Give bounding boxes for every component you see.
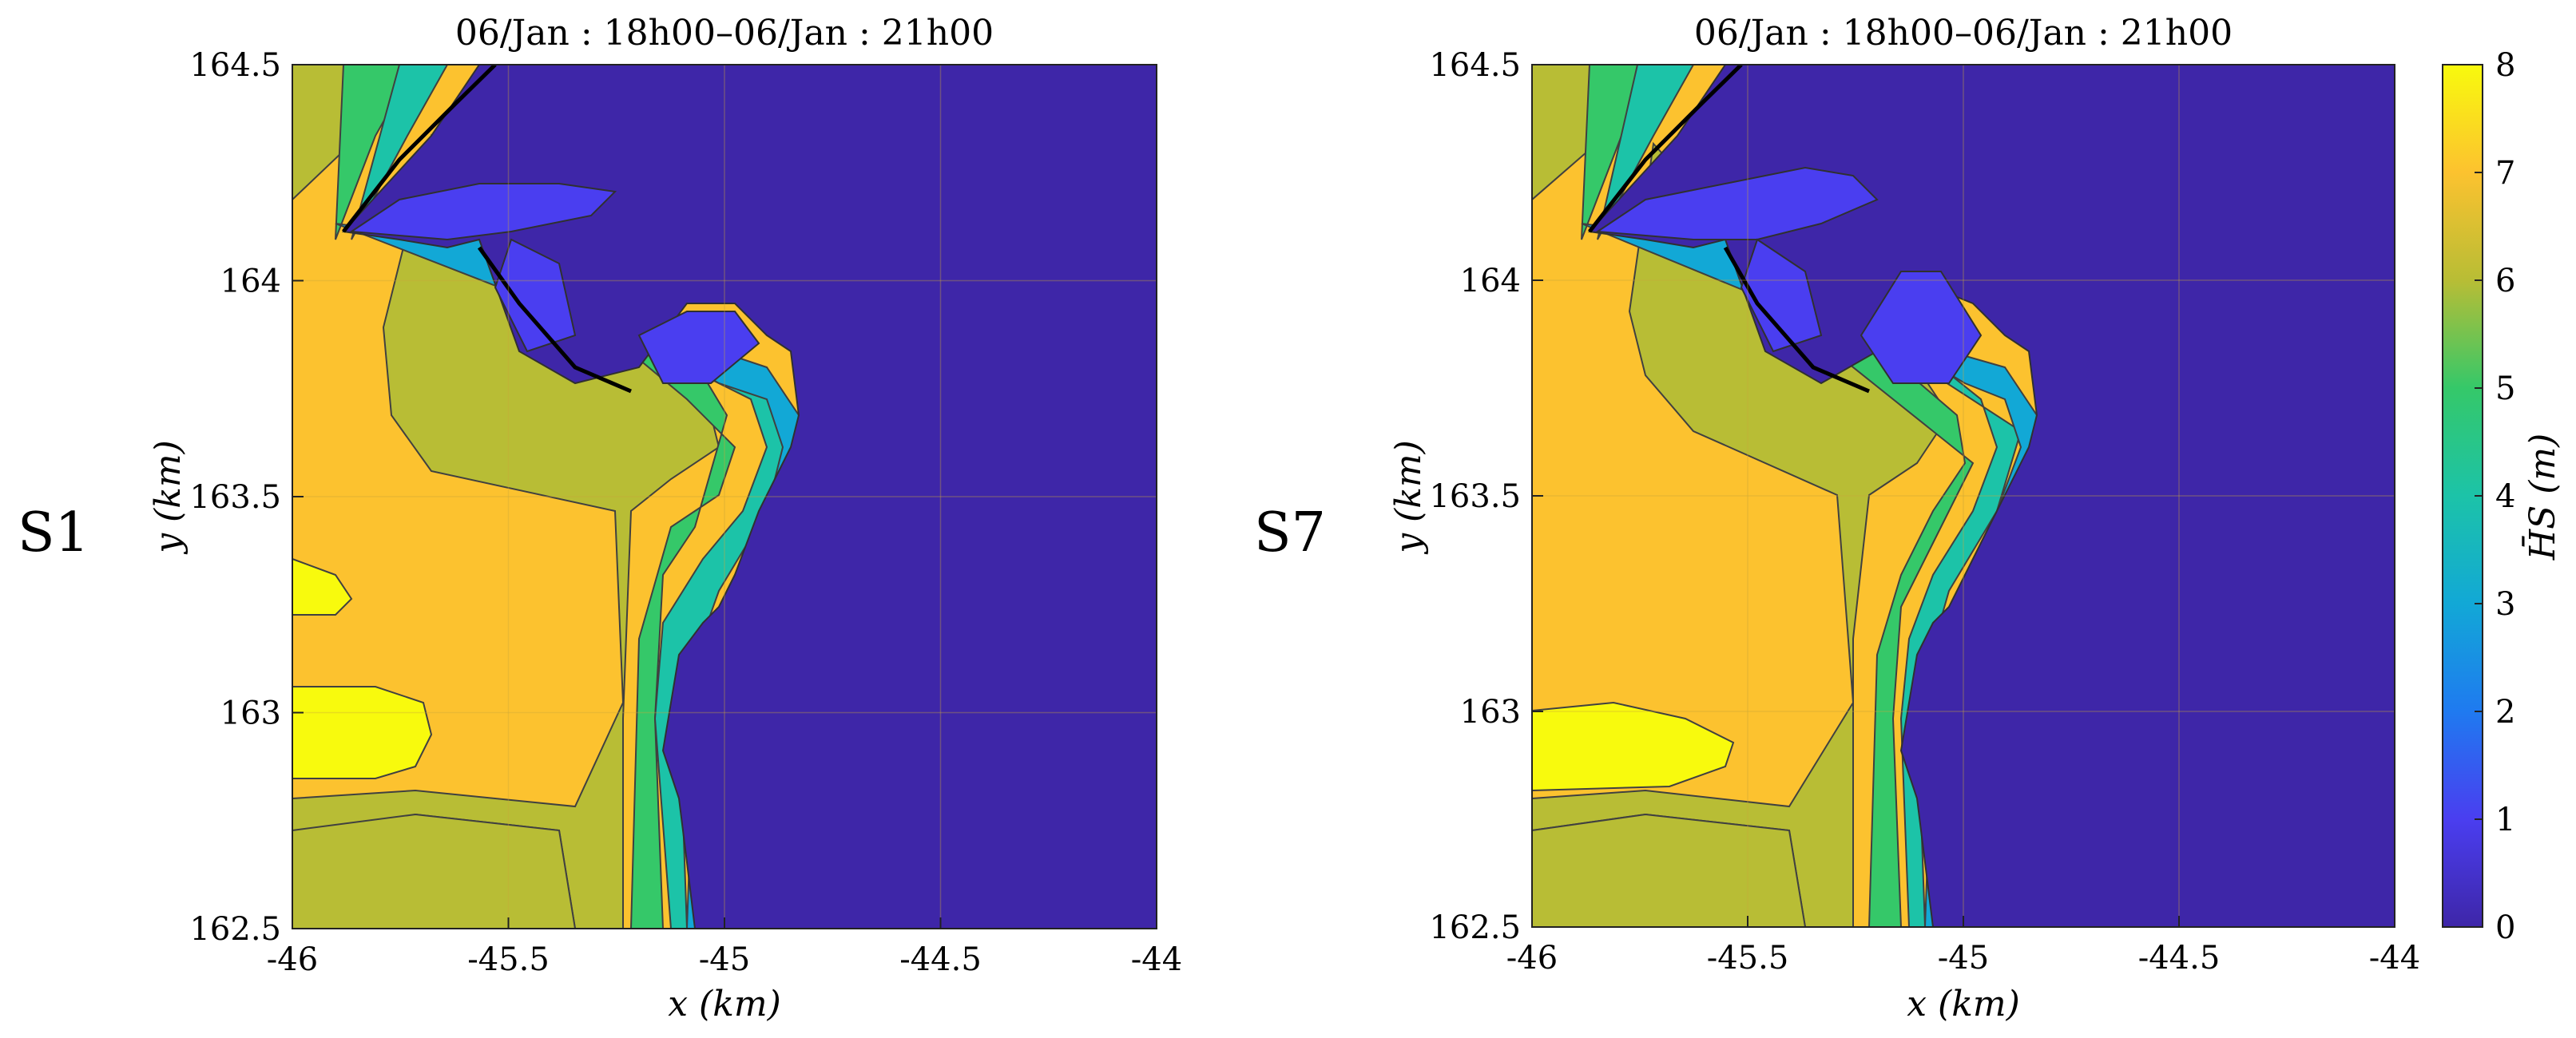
colorbar-tick-label: 8 [2495, 47, 2515, 84]
colorbar: 0 1 2 3 4 5 6 7 8 H̄S (m) [2442, 47, 2563, 946]
region-level-5-6-south-s7 [1532, 813, 1807, 927]
x-axis-label-s1: x (km) [668, 984, 781, 1024]
y-axis-label-s7: y (km) [1388, 440, 1429, 555]
y-tick-label: 163 [1460, 694, 1521, 731]
colorbar-tick-label: 5 [2495, 370, 2515, 407]
chart-title-s7: 06/Jan : 18h00–06/Jan : 21h00 [1694, 13, 2233, 53]
y-tick-label: 162.5 [189, 911, 281, 948]
colorbar-tick-label: 4 [2495, 478, 2515, 515]
y-ticks-s7: 162.5 163 163.5 164 164.5 [1429, 47, 1543, 946]
x-tick-label: -45 [699, 941, 750, 978]
y-tick-label: 164.5 [189, 47, 281, 84]
x-tick-label: -44.5 [2138, 940, 2221, 977]
y-tick-label: 164 [220, 263, 281, 300]
coastline-s7 [1588, 65, 1743, 233]
y-tick-label: 164.5 [1429, 47, 1521, 84]
x-ticks-s7: -46 -45.5 -45 -44.5 -44 [1506, 916, 2420, 977]
region-level-7-8-small-s1 [292, 557, 353, 616]
chart-title-s1: 06/Jan : 18h00–06/Jan : 21h00 [455, 13, 994, 53]
colorbar-tick-label: 7 [2495, 155, 2515, 192]
x-tick-label: -44 [2369, 940, 2420, 977]
region-level-7-8-s7 [1532, 701, 1735, 792]
x-tick-label: -44 [1131, 941, 1182, 978]
colorbar-tick-label: 2 [2495, 694, 2515, 731]
y-tick-label: 162.5 [1429, 909, 1521, 946]
x-tick-label: -46 [267, 941, 318, 978]
colorbar-tick-label: 6 [2495, 263, 2515, 299]
heatmap-field-s7 [1532, 65, 2395, 927]
y-ticks-s1: 162.5 163 163.5 164 164.5 [189, 47, 304, 948]
x-tick-label: -45.5 [467, 941, 550, 978]
y-tick-label: 163.5 [189, 479, 281, 516]
colorbar-ticks: 0 1 2 3 4 5 6 7 8 [2475, 47, 2515, 946]
colorbar-tick-label: 1 [2495, 802, 2515, 838]
region-level-1-2-lee-s1 [349, 183, 760, 384]
x-tick-label: -45.5 [1707, 940, 1789, 977]
panel-s7: S7 06/Jan : 18h00–06/Jan : 21h00 -46 -45.… [1254, 13, 2420, 1024]
coastline-s1 [342, 65, 497, 233]
breakwater-s1 [477, 246, 632, 394]
panel-label-s1: S1 [18, 501, 89, 565]
panel-s1: S1 06/Jan : 18h00–06/Jan : 21h00 -46 -45.… [18, 13, 1182, 1024]
x-tick-label: -45 [1938, 940, 1989, 977]
y-axis-label-s1: y (km) [148, 440, 189, 555]
panel-label-s7: S7 [1254, 501, 1326, 565]
x-axis-label-s7: x (km) [1907, 984, 2020, 1024]
region-level-5-6-south-s1 [292, 813, 577, 929]
breakwater-s7 [1723, 246, 1870, 394]
x-tick-label: -46 [1506, 940, 1558, 977]
colorbar-tick-label: 0 [2495, 909, 2515, 946]
y-tick-label: 163.5 [1429, 478, 1521, 515]
heatmap-field-s1 [292, 65, 1157, 929]
colorbar-label: H̄S (m) [2521, 434, 2563, 561]
y-tick-label: 164 [1460, 263, 1521, 299]
region-level-7-8-s1 [292, 686, 433, 779]
x-ticks-s1: -46 -45.5 -45 -44.5 -44 [267, 917, 1182, 978]
colorbar-tick-label: 3 [2495, 586, 2515, 623]
y-tick-label: 163 [220, 695, 281, 732]
x-tick-label: -44.5 [899, 941, 982, 978]
